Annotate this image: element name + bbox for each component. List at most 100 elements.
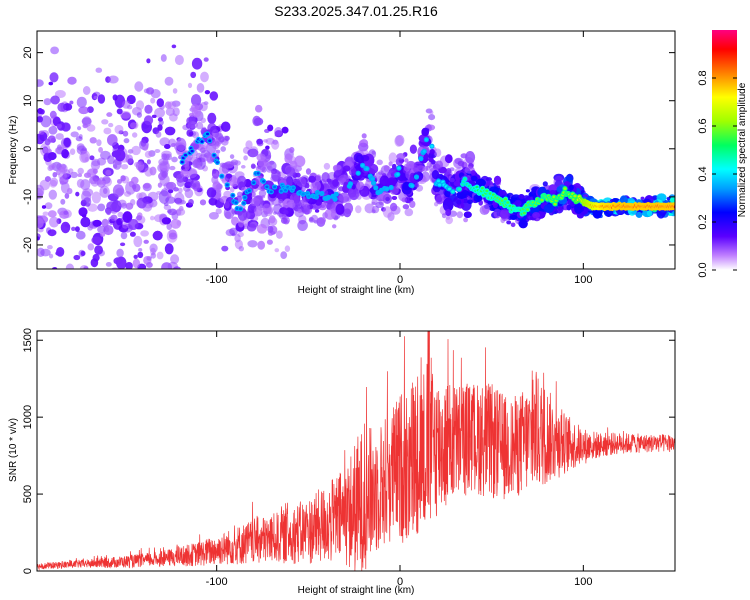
spectrogram-blob (324, 208, 336, 220)
figure-title: S233.2025.347.01.25.R16 (274, 3, 438, 19)
spectrogram-blob (103, 188, 108, 194)
spectrogram-blob (215, 141, 220, 146)
spectrogram-blob (80, 250, 86, 256)
spectrogram-blob (91, 158, 101, 167)
spectrogram-blob (91, 191, 101, 204)
spectrogram-blob (256, 153, 266, 162)
spectrogram-ytick-label: -10 (22, 189, 34, 205)
spectrogram-blob (182, 124, 190, 131)
spectrogram-blob (169, 165, 176, 171)
spectrogram-blob (143, 239, 149, 244)
spectrogram-ridge-core (504, 197, 508, 201)
spectrogram-blob (473, 194, 483, 203)
spectrogram-blob (98, 147, 103, 153)
spectrogram-blob (37, 236, 40, 241)
spectrogram-ridge-core (463, 177, 467, 181)
spectrogram-blob (343, 165, 351, 172)
spectrogram-blob (105, 169, 112, 176)
spectrogram-blob (48, 274, 54, 280)
spectrogram-ridge-core (522, 211, 526, 215)
spectrogram-ridge-core (436, 179, 441, 183)
spectrogram-blob (445, 216, 454, 225)
spectrogram-blob (506, 220, 512, 225)
spectrogram-ridge-core (262, 180, 266, 183)
spectrogram-blob (123, 138, 130, 144)
spectrogram-blob (103, 225, 114, 236)
spectrogram-blob (268, 215, 276, 224)
spectrogram-blob (170, 219, 181, 229)
spectrogram-blob (69, 148, 76, 155)
spectrogram-ridge-core (205, 132, 210, 136)
snr-ytick-label: 500 (22, 485, 34, 503)
spectrogram-blob (146, 87, 155, 95)
spectrogram-blob (314, 209, 320, 213)
spectrogram-ridge-core (215, 161, 219, 164)
spectrogram-blob (75, 191, 80, 197)
spectrogram-blob (46, 305, 52, 312)
spectrogram-blob (83, 266, 89, 269)
spectrogram-blob (402, 204, 410, 210)
spectrogram-blob (229, 154, 235, 160)
spectrogram-blob (178, 187, 183, 194)
spectrogram-blob (426, 161, 433, 168)
spectrogram-blob (225, 173, 233, 179)
spectrogram-blob (82, 86, 91, 95)
spectrogram-blob (188, 131, 194, 136)
spectrogram-blob (70, 131, 79, 138)
spectrogram-blob (449, 177, 455, 183)
spectrogram-blob (171, 143, 176, 147)
spectrogram-blob (358, 142, 369, 152)
spectrogram-blob (97, 180, 104, 185)
spectrogram-blob (44, 202, 53, 210)
spectrogram-ridge-core (273, 185, 277, 189)
spectrogram-blob (120, 242, 126, 247)
spectrogram-blob (153, 214, 165, 223)
spectrogram-ridge-core (190, 149, 194, 153)
colorbar: 0.0 0.2 0.4 0.6 0.8 Normalized spectral ampl… (697, 30, 748, 278)
spectrogram-blob (256, 224, 268, 234)
spectrogram-ridge-core (284, 188, 288, 192)
spectrogram-blob (107, 134, 118, 146)
spectrogram-blob (63, 137, 71, 148)
spectrogram-blob (231, 216, 239, 226)
spectrogram-blob (224, 201, 230, 209)
colorbar-tick-label: 0.8 (697, 70, 709, 85)
colorbar-label: Normalized spectral amplitude (737, 82, 748, 217)
spectrogram-blob (71, 281, 76, 286)
spectrogram-blob (152, 230, 163, 241)
colorbar-tick-label: 0.2 (697, 214, 709, 229)
spectrogram-blob (38, 130, 45, 135)
spectrogram-blob (462, 189, 468, 194)
spectrogram-blob (144, 104, 153, 114)
spectrogram-blob (308, 175, 316, 183)
spectrogram-blob (237, 175, 247, 187)
spectrogram-blob (116, 248, 124, 258)
snr-xtick-label: 100 (574, 576, 592, 588)
spectrogram-blob (470, 175, 478, 182)
spectrogram-blob (493, 208, 502, 219)
spectrogram-blob (403, 163, 411, 172)
spectrogram-blob (175, 137, 187, 152)
spectrogram-blob (388, 161, 393, 167)
spectrogram-blob (144, 150, 153, 158)
spectrogram-blob (414, 182, 420, 188)
spectrogram-blob (221, 162, 229, 169)
spectrogram-blob (174, 54, 184, 66)
spectrogram-blob (297, 208, 302, 214)
spectrogram-blob (55, 251, 62, 256)
spectrogram-blob (241, 165, 246, 169)
spectrogram-blob (238, 246, 244, 252)
spectrogram-blob (157, 124, 163, 131)
spectrogram-blob (323, 182, 330, 188)
spectrogram-blob (164, 144, 171, 149)
spectrogram-blob (56, 123, 62, 129)
spectrogram-blob (107, 75, 119, 84)
spectrogram-blob (463, 217, 468, 223)
spectrogram-blob (136, 112, 142, 118)
snr-series-line (37, 331, 675, 571)
spectrogram-blob (243, 155, 248, 161)
spectrogram-blob (100, 232, 106, 237)
spectrogram-blob (271, 169, 281, 182)
spectrogram-blob (161, 217, 171, 225)
spectrogram-blob (338, 174, 350, 184)
